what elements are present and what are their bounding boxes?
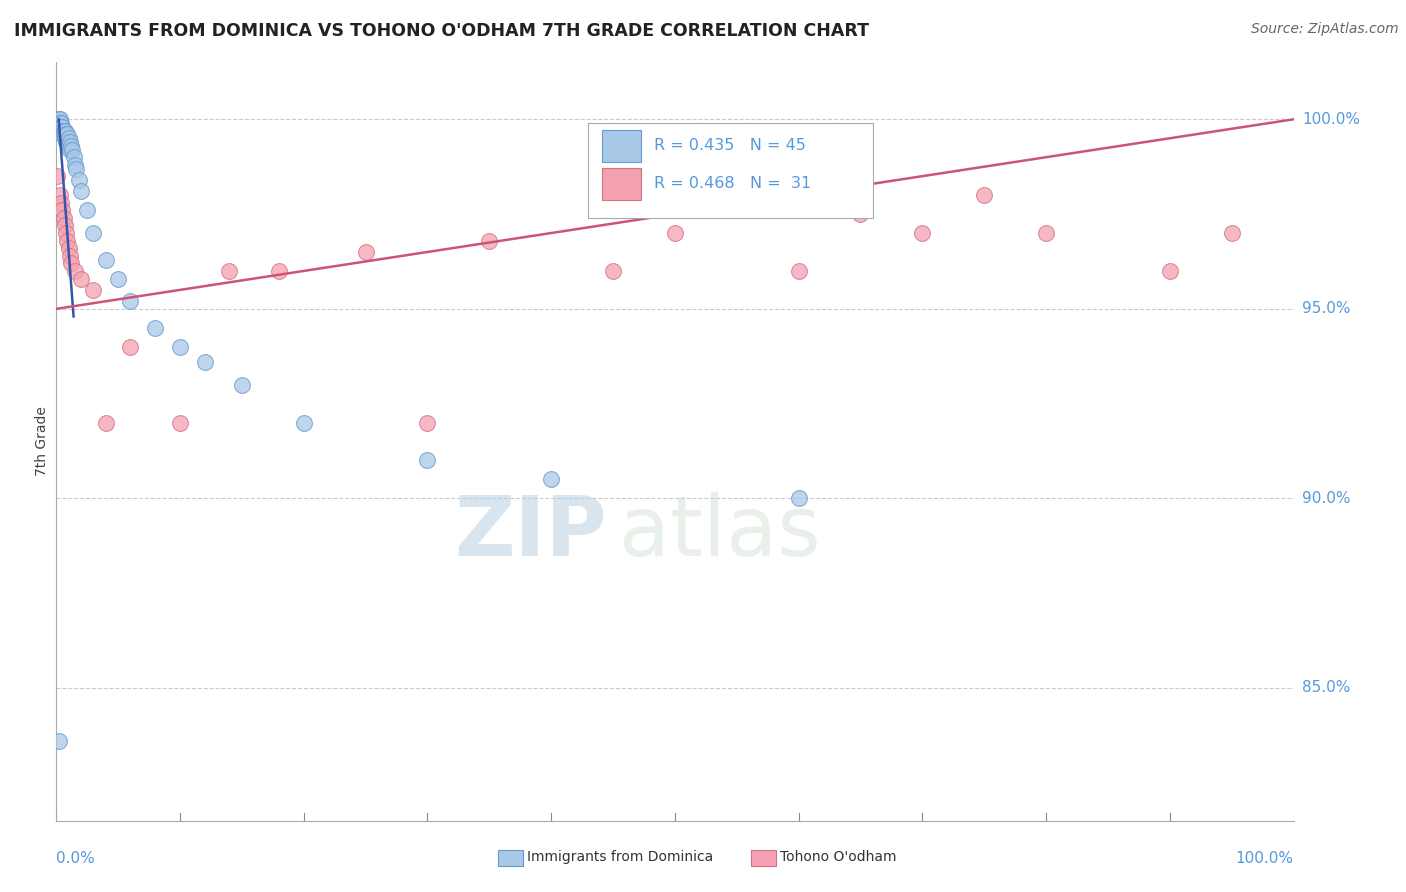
Point (59, 143, 82, 157)
Point (1220, 226, 1243, 240)
Point (52, 211, 75, 225)
Point (48, 116, 70, 130)
Point (58, 241, 80, 255)
Text: 100.0%: 100.0% (1302, 112, 1360, 127)
Point (602, 264, 624, 278)
Point (55, 226, 77, 240)
Point (52, 123, 75, 137)
Point (94, 252, 117, 267)
Point (478, 234, 501, 248)
Point (849, 207, 872, 221)
Point (56, 234, 79, 248)
Point (76, 203, 98, 218)
Point (911, 226, 934, 240)
Point (55, 135, 77, 149)
Text: atlas: atlas (619, 492, 821, 573)
Point (67, 173, 90, 187)
Point (53, 131, 76, 145)
FancyBboxPatch shape (602, 168, 641, 200)
Text: Source: ZipAtlas.com: Source: ZipAtlas.com (1251, 22, 1399, 37)
Text: 95.0%: 95.0% (1302, 301, 1350, 317)
Point (82, 283, 104, 297)
Point (49, 120, 72, 134)
Text: ZIP: ZIP (454, 492, 607, 573)
Point (51, 123, 73, 137)
Point (46, 116, 69, 130)
Point (194, 355, 217, 369)
FancyBboxPatch shape (602, 129, 641, 161)
Text: 90.0%: 90.0% (1302, 491, 1350, 506)
Point (56, 128, 79, 142)
Point (52, 128, 75, 142)
Point (53, 219, 76, 233)
Point (70, 271, 93, 285)
Text: IMMIGRANTS FROM DOMINICA VS TOHONO O'ODHAM 7TH GRADE CORRELATION CHART: IMMIGRANTS FROM DOMINICA VS TOHONO O'ODH… (14, 22, 869, 40)
Point (70, 184, 93, 198)
Point (143, 320, 166, 334)
Point (49, 188, 72, 202)
Point (58, 138, 80, 153)
Point (48, 734, 70, 748)
Point (416, 416, 439, 430)
Text: Immigrants from Dominica: Immigrants from Dominica (527, 850, 713, 864)
Point (218, 264, 240, 278)
Point (56, 135, 79, 149)
Point (82, 226, 104, 240)
Point (120, 294, 142, 309)
Point (55, 128, 77, 142)
Point (94, 416, 117, 430)
Point (540, 472, 562, 486)
Point (60, 143, 83, 157)
Point (292, 416, 315, 430)
Point (169, 340, 191, 354)
Point (120, 340, 142, 354)
Point (59, 135, 82, 149)
Text: 85.0%: 85.0% (1302, 681, 1350, 696)
Text: R = 0.468   N =  31: R = 0.468 N = 31 (654, 177, 811, 192)
Text: 100.0%: 100.0% (1236, 851, 1294, 866)
Text: R = 0.435   N = 45: R = 0.435 N = 45 (654, 138, 806, 153)
Point (58, 131, 80, 145)
Point (48, 112, 70, 127)
Point (107, 271, 129, 285)
Point (354, 244, 377, 259)
Point (63, 264, 86, 278)
Point (787, 491, 810, 506)
Point (51, 195, 73, 210)
Point (63, 158, 86, 172)
Y-axis label: 7th Grade: 7th Grade (35, 407, 49, 476)
FancyBboxPatch shape (588, 123, 873, 218)
Point (169, 416, 191, 430)
Point (51, 203, 73, 218)
Point (51, 120, 73, 134)
Point (49, 116, 72, 130)
Point (59, 249, 82, 263)
Point (65, 161, 87, 176)
Point (46, 112, 69, 127)
Point (1159, 264, 1181, 278)
Point (416, 453, 439, 467)
Point (53, 123, 76, 137)
Point (49, 112, 72, 127)
Text: 0.0%: 0.0% (56, 851, 96, 866)
Point (51, 116, 73, 130)
Point (46, 169, 69, 183)
Point (60, 256, 83, 270)
Point (664, 226, 686, 240)
Point (62, 150, 84, 164)
Point (51, 128, 73, 142)
Text: Tohono O'odham: Tohono O'odham (780, 850, 897, 864)
Point (60, 138, 83, 153)
Point (231, 377, 253, 392)
Point (787, 264, 810, 278)
Point (51, 120, 73, 134)
Point (973, 188, 995, 202)
Point (1035, 226, 1057, 240)
Point (267, 264, 290, 278)
